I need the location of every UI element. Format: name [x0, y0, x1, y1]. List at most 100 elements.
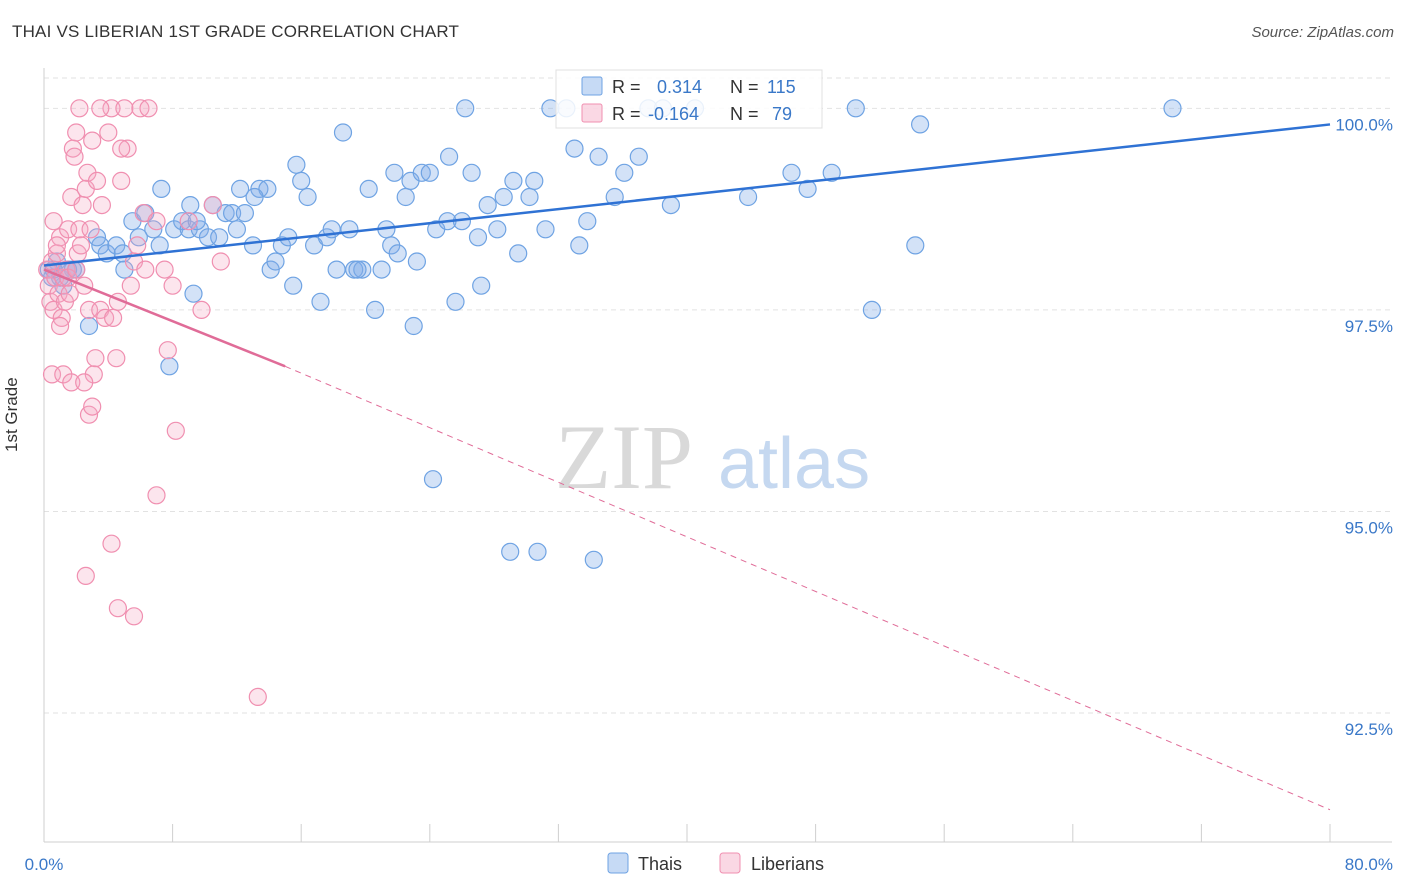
y-tick-label: 95.0%: [1345, 518, 1393, 537]
legend-r-value-thais: 0.314: [657, 77, 702, 97]
liberian-point: [60, 284, 79, 303]
liberian-point: [166, 421, 185, 440]
liberian-point: [83, 397, 102, 416]
liberian-trend-extension: [284, 365, 1331, 811]
thai-point: [584, 550, 603, 569]
thai-point: [615, 163, 634, 182]
liberian-point: [211, 252, 230, 271]
thai-point: [420, 163, 439, 182]
watermark-zip: ZIP: [555, 406, 693, 508]
legend-n-value-thais: 115: [767, 77, 796, 97]
thai-point: [862, 300, 882, 319]
liberian-point: [118, 139, 137, 158]
thai-point: [284, 276, 303, 295]
thai-point: [440, 147, 459, 166]
thai-point: [79, 316, 99, 336]
bottom-legend-thais: Thais: [638, 854, 682, 874]
thai-point: [446, 292, 465, 311]
liberian-point: [121, 276, 140, 295]
thai-point: [782, 163, 801, 182]
thai-point: [565, 139, 584, 158]
thai-point: [245, 187, 264, 207]
thai-point: [366, 300, 385, 319]
thai-point: [520, 187, 539, 207]
thai-point: [152, 179, 171, 198]
thai-point: [1163, 99, 1182, 118]
legend-n-label-thais: N =: [730, 77, 759, 97]
thai-point: [266, 252, 285, 271]
liberian-point: [86, 349, 105, 368]
thai-point: [738, 187, 758, 207]
thai-point: [456, 99, 475, 118]
thai-point: [462, 163, 481, 182]
liberian-point: [179, 212, 198, 231]
liberian-point: [87, 171, 107, 190]
thai-point: [468, 228, 488, 247]
thai-point: [578, 212, 597, 231]
bottom-legend-liberians: Liberians: [751, 854, 824, 874]
thai-point: [181, 196, 200, 215]
thai-point: [327, 260, 346, 279]
thai-point: [235, 204, 254, 223]
liberian-point: [158, 341, 177, 360]
liberian-point: [103, 308, 123, 327]
liberian-point: [65, 147, 84, 166]
bottom-legend-swatch-liberians: [719, 852, 741, 874]
thai-point: [372, 260, 391, 279]
liberian-point: [62, 373, 81, 392]
y-tick-label: 100.0%: [1335, 115, 1393, 134]
thai-point: [570, 236, 589, 255]
liberian-point: [248, 687, 267, 707]
thai-trend-line: [43, 123, 1331, 267]
thai-point: [589, 147, 608, 166]
legend-r-label-liberians: R =: [612, 104, 641, 124]
liberian-point: [91, 99, 110, 118]
liberian-point: [99, 123, 118, 142]
liberian-point: [47, 236, 67, 255]
liberian-point: [92, 196, 112, 215]
x-tick-label-max: 80.0%: [1345, 855, 1393, 874]
thai-point: [494, 187, 513, 207]
thai-point: [906, 236, 925, 255]
y-tick-label: 92.5%: [1345, 720, 1393, 739]
thai-point: [160, 357, 179, 376]
liberian-point: [115, 99, 134, 118]
thai-point: [333, 123, 353, 142]
legend-r-value-liberians: -0.164: [648, 104, 699, 124]
thai-point: [509, 244, 528, 263]
thai-point: [388, 244, 407, 263]
x-tick-label-min: 0.0%: [25, 855, 64, 874]
liberian-point: [83, 131, 102, 150]
thai-point: [478, 196, 497, 215]
thai-point: [629, 147, 648, 166]
liberian-point: [75, 373, 94, 392]
y-tick-label: 97.5%: [1345, 317, 1393, 336]
legend-n-value-liberians: 79: [772, 104, 792, 124]
thai-point: [528, 542, 547, 561]
liberian-point: [147, 212, 166, 231]
watermark-atlas: atlas: [718, 424, 870, 504]
liberian-point: [139, 99, 158, 118]
thai-point: [385, 163, 404, 182]
legend-r-label-thais: R =: [612, 77, 641, 97]
thai-point: [910, 115, 930, 134]
bottom-legend-swatch-thais: [607, 852, 629, 874]
liberian-point: [81, 220, 100, 239]
liberian-point: [203, 196, 222, 215]
thai-point: [423, 470, 443, 489]
liberian-point: [67, 123, 86, 142]
legend-box: [555, 69, 823, 129]
thai-point: [340, 220, 359, 239]
liberian-point: [136, 260, 155, 279]
liberian-point: [71, 236, 91, 255]
thai-point: [287, 155, 306, 174]
thai-point: [184, 284, 203, 303]
thai-point: [231, 179, 250, 198]
liberian-point: [128, 236, 147, 255]
liberian-point: [147, 486, 166, 505]
legend-n-label-liberians: N =: [730, 104, 759, 124]
liberian-point: [70, 99, 89, 118]
thai-point: [292, 171, 311, 190]
liberian-point: [73, 196, 92, 215]
thai-point: [210, 228, 229, 247]
